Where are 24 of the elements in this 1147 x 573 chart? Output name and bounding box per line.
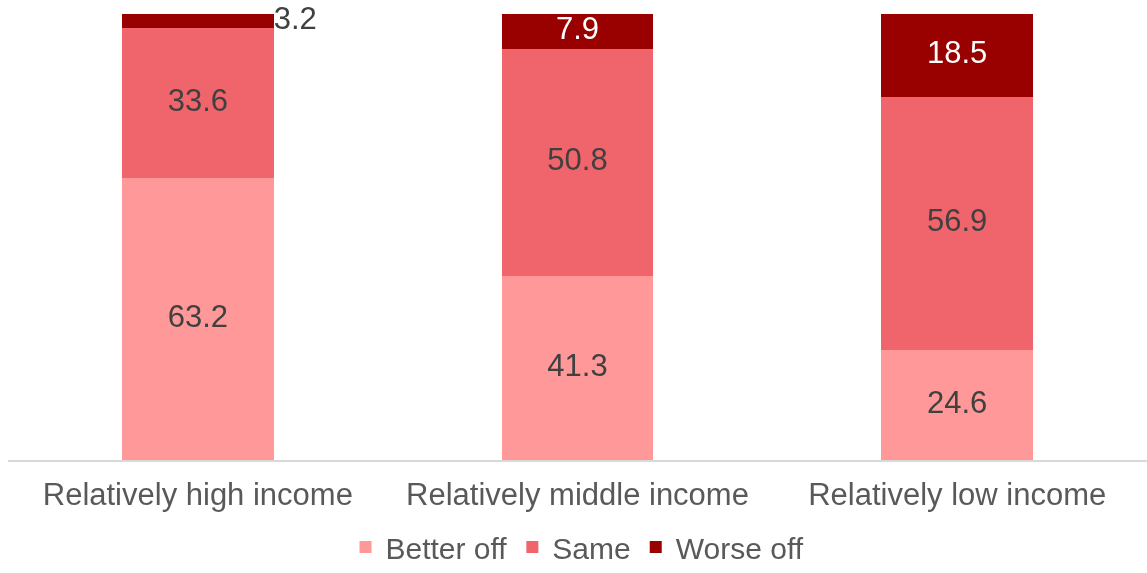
bar bbox=[501, 275, 654, 460]
bar bbox=[121, 28, 274, 179]
x-tick-label: Relatively low income bbox=[808, 477, 1107, 513]
data-label: 50.8 bbox=[547, 142, 608, 178]
data-label: 7.9 bbox=[555, 11, 600, 47]
data-label: 63.2 bbox=[167, 298, 228, 334]
x-tick-label: Relatively high income bbox=[42, 477, 353, 513]
x-tick-label: Relatively middle income bbox=[406, 477, 749, 513]
bar bbox=[881, 96, 1034, 351]
data-label: 24.6 bbox=[927, 384, 988, 420]
bar bbox=[121, 178, 274, 460]
data-label: 3.2 bbox=[273, 0, 317, 36]
data-label: 41.3 bbox=[547, 347, 608, 383]
bar bbox=[121, 14, 274, 29]
data-label: 33.6 bbox=[167, 82, 228, 118]
legend-label: Worse off bbox=[675, 531, 804, 565]
bar bbox=[501, 14, 654, 50]
bar bbox=[881, 14, 1034, 97]
data-label: 56.9 bbox=[927, 203, 988, 239]
legend-label: Same bbox=[552, 531, 631, 565]
bar bbox=[501, 49, 654, 276]
data-label: 18.5 bbox=[927, 35, 988, 71]
bar bbox=[881, 350, 1034, 460]
legend-label: Better off bbox=[385, 531, 508, 565]
